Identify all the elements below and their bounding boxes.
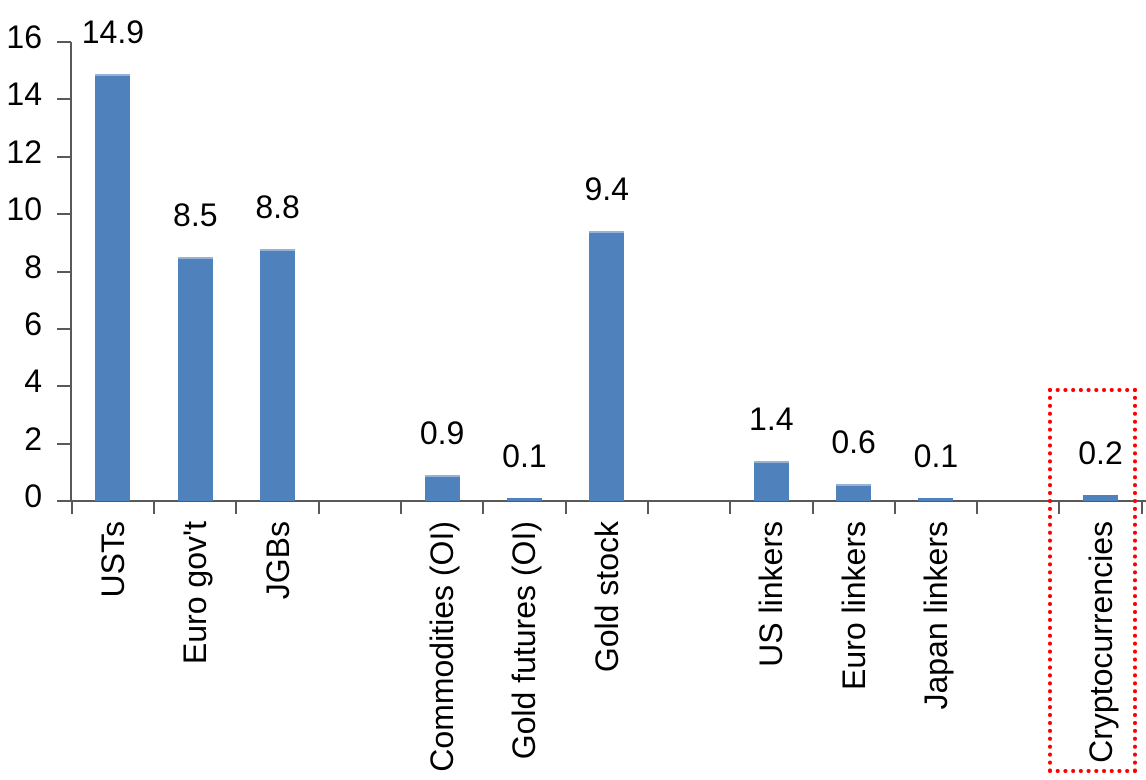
x-tick-0 (70, 501, 73, 514)
category-label-japan-linkers: Japan linkers (917, 521, 954, 710)
category-label-commodities-oi: Commodities (OI) (424, 521, 461, 772)
bar-japan-linkers (918, 498, 954, 501)
x-axis-line (70, 500, 1146, 502)
y-tick-label-6: 6 (24, 305, 42, 342)
y-tick-label-10: 10 (6, 191, 42, 228)
y-tick-8 (57, 270, 71, 273)
x-tick-12 (1058, 501, 1061, 514)
y-tick-14 (57, 98, 71, 101)
bar-euro-gov-t (177, 257, 213, 501)
y-tick-2 (57, 442, 71, 445)
x-tick-5 (482, 501, 485, 514)
y-tick-4 (57, 385, 71, 388)
x-tick-11 (976, 501, 979, 514)
x-tick-10 (893, 501, 896, 514)
value-label-usts: 14.9 (81, 14, 145, 50)
x-tick-2 (235, 501, 238, 514)
bar-commodities-oi (424, 475, 460, 501)
bar-gold-futures-oi (506, 498, 542, 501)
category-label-gold-stock: Gold stock (588, 521, 625, 673)
value-label-euro-linkers: 0.6 (831, 424, 876, 460)
x-tick-9 (811, 501, 814, 514)
y-tick-label-8: 8 (24, 248, 42, 285)
value-label-gold-futures-oi: 0.1 (502, 438, 547, 474)
x-tick-8 (729, 501, 732, 514)
category-label-us-linkers: US linkers (753, 521, 790, 667)
y-tick-label-12: 12 (6, 133, 42, 170)
y-tick-6 (57, 327, 71, 330)
x-tick-6 (564, 501, 567, 514)
category-label-euro-gov-t: Euro gov't (177, 521, 214, 665)
value-label-gold-stock: 9.4 (584, 171, 629, 207)
bar-gold-stock (589, 231, 625, 501)
bar-usts (95, 74, 131, 501)
y-tick-16 (57, 41, 71, 43)
x-tick-7 (646, 501, 649, 514)
y-tick-label-0: 0 (24, 478, 42, 514)
category-label-usts: USTs (94, 521, 131, 598)
bar-euro-linkers (836, 484, 872, 501)
y-tick-10 (57, 213, 71, 216)
y-tick-label-14: 14 (6, 76, 42, 113)
bar-jgbs (260, 249, 296, 501)
category-label-euro-linkers: Euro linkers (835, 521, 872, 690)
value-label-us-linkers: 1.4 (749, 401, 794, 437)
y-axis-line (70, 42, 72, 502)
value-label-jgbs: 8.8 (255, 189, 300, 225)
category-label-gold-futures-oi: Gold futures (OI) (506, 521, 543, 760)
value-label-cryptocurrencies: 0.2 (1078, 435, 1123, 471)
y-tick-label-4: 4 (24, 363, 42, 400)
bar-us-linkers (753, 461, 789, 501)
x-tick-3 (317, 501, 320, 514)
bar-cryptocurrencies (1083, 495, 1118, 501)
value-label-japan-linkers: 0.1 (913, 438, 959, 474)
x-tick-4 (400, 501, 402, 514)
value-label-euro-gov-t: 8.5 (173, 197, 218, 233)
y-tick-0 (57, 500, 71, 502)
y-tick-label-2: 2 (24, 420, 42, 457)
y-tick-12 (57, 155, 71, 158)
x-tick-1 (153, 501, 156, 514)
highlight-box-cryptocurrencies (1048, 388, 1137, 773)
value-label-commodities-oi: 0.9 (419, 415, 465, 451)
x-tick-13 (1140, 501, 1143, 514)
category-label-jgbs: JGBs (259, 521, 296, 600)
y-tick-label-16: 16 (6, 19, 42, 55)
